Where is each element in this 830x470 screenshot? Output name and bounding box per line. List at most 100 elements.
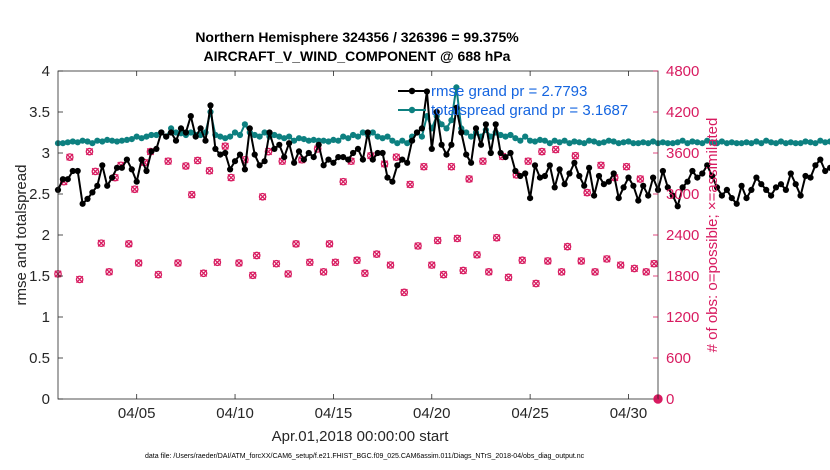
totalspread-point	[684, 140, 691, 147]
totalspread-point	[59, 140, 66, 147]
totalspread-point	[591, 138, 598, 145]
obs-count-marker	[571, 151, 580, 160]
obs-assimilated-cross	[258, 193, 267, 201]
obs-possible-circle	[563, 242, 572, 251]
obs-assimilated-cross	[473, 251, 481, 259]
obs-possible-circle	[636, 175, 645, 183]
rmse-point	[364, 129, 371, 136]
totalspread-point	[743, 139, 750, 146]
obs-count-marker	[353, 256, 361, 265]
rmse-point	[782, 186, 790, 193]
obs-assimilated-cross	[272, 260, 281, 268]
y-tick-label: 4	[42, 63, 50, 80]
rmse-point	[659, 167, 667, 175]
obs-count-marker	[182, 162, 190, 170]
obs-possible-circle	[65, 153, 74, 161]
obs-possible-circle	[305, 258, 314, 267]
rmse-point	[522, 170, 529, 177]
x-tick-label: 04/05	[118, 405, 156, 422]
obs-count-marker	[459, 266, 468, 275]
x-axis-label: Apr.01,2018 00:00:00 start	[272, 428, 450, 445]
rmse-point	[428, 145, 435, 152]
rmse-point	[797, 192, 804, 199]
obs-assimilated-cross	[636, 175, 644, 183]
obs-count-marker	[532, 279, 540, 288]
rmse-point	[546, 162, 553, 169]
plot-area	[58, 71, 658, 399]
rmse-point	[89, 189, 96, 196]
obs-count-marker	[543, 257, 552, 265]
obs-assimilated-cross	[650, 260, 658, 268]
totalspread-point	[123, 136, 130, 143]
rmse-point	[591, 192, 598, 199]
rmse-point	[497, 149, 504, 157]
obs-possible-circle	[154, 270, 163, 279]
obs-count-marker	[339, 177, 348, 186]
obs-assimilated-cross	[538, 147, 546, 156]
totalspread-point	[738, 140, 745, 147]
obs-possible-circle	[319, 268, 328, 276]
obs-assimilated-cross	[331, 258, 340, 266]
obs-assimilated-cross	[292, 240, 300, 248]
totalspread-point	[128, 136, 135, 143]
series-layer	[54, 84, 830, 210]
obs-possible-circle	[400, 288, 409, 297]
obs-assimilated-cross	[131, 185, 139, 193]
obs-possible-circle	[248, 271, 257, 280]
obs-possible-circle	[504, 273, 513, 282]
obs-count-marker	[447, 162, 456, 171]
rmse-point	[664, 184, 671, 191]
rmse-point	[271, 145, 278, 152]
x-tick-label: 04/20	[413, 405, 451, 422]
totalspread-point	[354, 133, 362, 140]
legend-rmse-swatch-marker	[408, 87, 416, 95]
rmse-point	[138, 156, 145, 163]
rmse-point	[733, 200, 740, 207]
rmse-point	[507, 149, 514, 157]
obs-assimilated-cross	[75, 275, 84, 284]
obs-count-marker	[75, 275, 84, 284]
totalspread-point	[148, 131, 155, 139]
rmse-point	[787, 170, 794, 177]
rmse-point	[758, 181, 765, 188]
totalspread-point	[300, 136, 307, 143]
totalspread-point	[605, 137, 612, 144]
obs-count-marker	[174, 259, 182, 267]
totalspread-point	[217, 133, 224, 140]
obs-possible-circle	[479, 157, 487, 166]
obs-possible-circle	[353, 256, 361, 265]
obs-possible-circle	[105, 268, 113, 276]
obs-assimilated-cross	[97, 239, 105, 247]
totalspread-point	[295, 135, 303, 142]
obs-possible-circle	[199, 269, 208, 278]
rmse-point	[369, 156, 376, 163]
totalspread-point	[497, 131, 504, 139]
obs-possible-circle	[420, 162, 428, 171]
obs-possible-circle	[473, 250, 481, 259]
rmse-point	[792, 181, 799, 188]
totalspread-point	[807, 139, 814, 146]
obs-count-marker	[473, 250, 481, 259]
obs-count-marker	[325, 240, 334, 248]
rmse-point	[718, 192, 726, 199]
rmse-point	[458, 129, 465, 136]
totalspread-point	[546, 140, 553, 147]
rmse-point	[409, 137, 416, 144]
obs-possible-circle	[187, 190, 196, 199]
obs-possible-circle	[325, 240, 334, 248]
obs-assimilated-cross	[479, 157, 487, 165]
rmse-point	[822, 167, 829, 175]
y-tick-label: 2	[42, 227, 50, 244]
rmse-point	[566, 170, 573, 177]
obs-possible-circle	[543, 257, 552, 265]
rmse-point	[777, 181, 785, 188]
totalspread-point	[359, 129, 366, 136]
obs-assimilated-cross	[439, 270, 448, 279]
rmse-point	[374, 149, 381, 157]
totalspread-point	[104, 136, 111, 143]
obs-count-marker	[154, 270, 163, 279]
obs-assimilated-cross	[325, 240, 334, 248]
rmse-point	[104, 182, 111, 189]
totalspread-point	[679, 137, 686, 144]
rmse-point	[345, 156, 352, 163]
